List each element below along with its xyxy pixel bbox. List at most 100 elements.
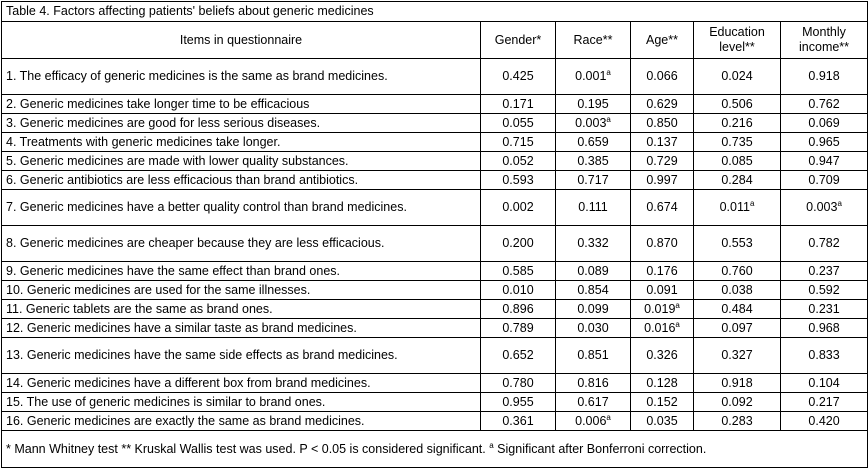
footnote-text: * Mann Whitney test ** Kruskal Wallis te… bbox=[6, 441, 486, 456]
item-text: 12. Generic medicines have a similar tas… bbox=[1, 318, 481, 338]
p-value: 0.200 bbox=[480, 225, 556, 262]
table-row: 2. Generic medicines take longer time to… bbox=[1, 94, 868, 114]
p-value: 0.003a bbox=[555, 113, 631, 133]
p-value: 0.947 bbox=[779, 151, 868, 171]
p-value: 0.385 bbox=[555, 151, 631, 171]
p-value: 0.506 bbox=[693, 94, 781, 114]
p-value: 0.851 bbox=[555, 337, 631, 374]
p-value: 0.592 bbox=[779, 280, 868, 300]
p-value: 0.237 bbox=[779, 261, 868, 281]
footnote-row: * Mann Whitney test ** Kruskal Wallis te… bbox=[0, 430, 868, 468]
table-row: 12. Generic medicines have a similar tas… bbox=[1, 318, 868, 338]
p-value: 0.717 bbox=[555, 170, 631, 190]
p-value: 0.231 bbox=[779, 299, 868, 319]
p-value: 0.789 bbox=[480, 318, 556, 338]
p-value-text: 0.001 bbox=[575, 69, 607, 83]
item-text: 6. Generic antibiotics are less efficaci… bbox=[1, 170, 481, 190]
significance-mark: a bbox=[606, 114, 611, 124]
item-text: 2. Generic medicines take longer time to… bbox=[1, 94, 481, 114]
p-value: 0.283 bbox=[693, 411, 781, 431]
p-value: 0.137 bbox=[630, 132, 694, 152]
significance-mark: a bbox=[837, 199, 842, 208]
footnote-text: Significant after Bonferroni correction. bbox=[497, 441, 707, 456]
p-value: 0.425 bbox=[480, 58, 556, 95]
table-row: 5. Generic medicines are made with lower… bbox=[1, 151, 868, 171]
p-value: 0.782 bbox=[779, 225, 868, 262]
p-value: 0.171 bbox=[480, 94, 556, 114]
item-text: 7. Generic medicines have a better quali… bbox=[1, 189, 481, 226]
item-text: 1. The efficacy of generic medicines is … bbox=[1, 58, 481, 95]
column-header: Age** bbox=[630, 21, 694, 59]
p-value: 0.010 bbox=[480, 280, 556, 300]
table-row: 15. The use of generic medicines is simi… bbox=[1, 392, 868, 412]
p-value: 0.011a bbox=[693, 189, 781, 226]
column-header: Items in questionnaire bbox=[1, 21, 481, 59]
p-value: 0.715 bbox=[480, 132, 556, 152]
p-value: 0.617 bbox=[555, 392, 631, 412]
p-value: 0.896 bbox=[480, 299, 556, 319]
table-row: 9. Generic medicines have the same effec… bbox=[1, 261, 868, 281]
p-value: 0.585 bbox=[480, 261, 556, 281]
table-row: 3. Generic medicines are good for less s… bbox=[1, 113, 868, 133]
p-value: 0.099 bbox=[555, 299, 631, 319]
p-value: 0.176 bbox=[630, 261, 694, 281]
p-value: 0.918 bbox=[779, 58, 868, 95]
item-text: 9. Generic medicines have the same effec… bbox=[1, 261, 481, 281]
p-value: 0.332 bbox=[555, 225, 631, 262]
table-row: 13. Generic medicines have the same side… bbox=[1, 337, 868, 374]
p-value: 0.104 bbox=[779, 373, 868, 393]
table-row: 4. Treatments with generic medicines tak… bbox=[1, 132, 868, 152]
item-text: 4. Treatments with generic medicines tak… bbox=[1, 132, 481, 152]
p-value: 0.327 bbox=[693, 337, 781, 374]
p-value-text: 0.006 bbox=[575, 413, 607, 428]
significance-mark: a bbox=[675, 319, 680, 329]
table-row: 14. Generic medicines have a different b… bbox=[1, 373, 868, 393]
p-value: 0.003a bbox=[779, 189, 868, 226]
p-value: 0.085 bbox=[693, 151, 781, 171]
item-text: 15. The use of generic medicines is simi… bbox=[1, 392, 481, 412]
header-row: Items in questionnaire Gender* Race** Age**… bbox=[1, 21, 868, 59]
p-value: 0.038 bbox=[693, 280, 781, 300]
table-row: 6. Generic antibiotics are less efficaci… bbox=[1, 170, 868, 190]
p-value: 0.918 bbox=[693, 373, 781, 393]
p-value: 0.968 bbox=[779, 318, 868, 338]
p-value: 0.035 bbox=[630, 411, 694, 431]
item-text: 5. Generic medicines are made with lower… bbox=[1, 151, 481, 171]
p-value: 0.361 bbox=[480, 411, 556, 431]
p-value-text: 0.003 bbox=[575, 115, 607, 130]
footnote: * Mann Whitney test ** Kruskal Wallis te… bbox=[0, 430, 868, 468]
table-row: 10. Generic medicines are used for the s… bbox=[1, 280, 868, 300]
p-value: 0.069 bbox=[779, 113, 868, 133]
p-value-text: 0.003 bbox=[806, 200, 838, 214]
significance-mark: a bbox=[749, 199, 755, 208]
p-value: 0.997 bbox=[630, 170, 694, 190]
p-value: 0.674 bbox=[630, 189, 694, 226]
table-row: 16. Generic medicines are exactly the sa… bbox=[1, 411, 868, 431]
p-value: 0.816 bbox=[555, 373, 631, 393]
item-text: 8. Generic medicines are cheaper because… bbox=[1, 225, 481, 262]
title-row: Table 4. Factors affecting patients' bel… bbox=[0, 1, 868, 22]
column-header: Education level** bbox=[693, 21, 781, 59]
p-value: 0.055 bbox=[480, 113, 556, 133]
table-row: 8. Generic medicines are cheaper because… bbox=[1, 225, 868, 262]
p-value: 0.780 bbox=[480, 373, 556, 393]
p-value: 0.128 bbox=[630, 373, 694, 393]
table-title: Table 4. Factors affecting patients' bel… bbox=[0, 1, 868, 22]
p-value: 0.854 bbox=[555, 280, 631, 300]
significance-mark: a bbox=[606, 412, 611, 422]
p-value: 0.216 bbox=[693, 113, 781, 133]
p-value-text: 0.011 bbox=[719, 200, 750, 214]
p-value: 0.001a bbox=[555, 58, 631, 95]
column-header: Race** bbox=[555, 21, 631, 59]
p-value: 0.002 bbox=[480, 189, 556, 226]
p-value: 0.833 bbox=[779, 337, 868, 374]
p-value: 0.870 bbox=[630, 225, 694, 262]
p-value: 0.762 bbox=[779, 94, 868, 114]
p-value: 0.152 bbox=[630, 392, 694, 412]
item-text: 11. Generic tablets are the same as bran… bbox=[1, 299, 481, 319]
p-value: 0.019a bbox=[630, 299, 694, 319]
p-value-text: 0.016 bbox=[644, 320, 676, 335]
significance-mark: a bbox=[606, 68, 611, 77]
